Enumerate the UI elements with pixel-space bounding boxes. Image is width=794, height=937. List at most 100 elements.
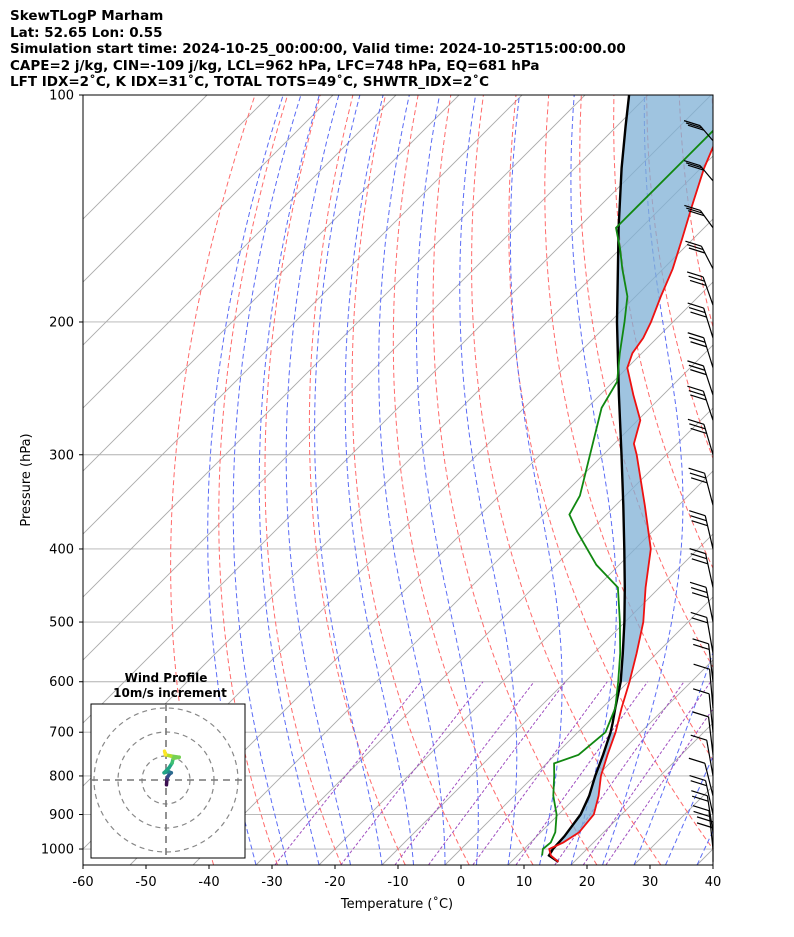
isotherm xyxy=(444,596,713,865)
x-tick-label: -60 xyxy=(72,875,93,890)
dry-adiabat xyxy=(471,95,662,865)
wind-barb-flag xyxy=(686,244,704,251)
wind-barb-flag xyxy=(685,162,703,169)
stability-indices: LFT IDX=2˚C, K IDX=31˚C, TOTAL TOTS=49˚C… xyxy=(10,74,490,91)
chart-header: SkewTLogP Marham Lat: 52.65 Lon: 0.55 Si… xyxy=(10,8,626,91)
x-tick-label: -30 xyxy=(261,875,282,890)
isotherm xyxy=(83,95,712,724)
dewpoint-line xyxy=(541,129,713,856)
wind-barb xyxy=(705,587,714,623)
cin-shading xyxy=(549,732,616,862)
dry-adiabat xyxy=(432,95,598,865)
moist-adiabat xyxy=(509,95,563,865)
wind-barb-flag xyxy=(691,520,708,527)
simulation-times: Simulation start time: 2024-10-25_00:00:… xyxy=(10,41,626,58)
dry-adiabat xyxy=(544,95,713,762)
dry-adiabat xyxy=(646,95,713,460)
wind-barb xyxy=(708,693,714,733)
wind-barb xyxy=(702,365,714,396)
wind-barb xyxy=(703,424,714,455)
wind-barb xyxy=(706,617,714,654)
wind-barb xyxy=(704,473,714,506)
isotherm xyxy=(83,95,523,535)
wind-barb xyxy=(704,553,714,588)
wind-barb-flag xyxy=(688,364,706,371)
isotherm xyxy=(318,470,713,865)
wind-barb-flag xyxy=(685,240,702,247)
moist-adiabat xyxy=(602,95,684,865)
wind-barb-flag xyxy=(688,336,706,343)
wind-barb-flag xyxy=(691,617,708,624)
wind-barb-flag xyxy=(687,164,705,171)
isotherm xyxy=(83,95,460,472)
temperature-line xyxy=(548,144,713,863)
wind-barb-flag xyxy=(690,477,708,484)
mixing-ratio-line xyxy=(582,681,712,865)
cape-area xyxy=(549,95,713,862)
dry-adiabat xyxy=(711,95,713,118)
mixing-ratio-line xyxy=(394,681,535,865)
y-tick-label: 600 xyxy=(49,675,74,690)
wind-barb-flag xyxy=(690,394,707,401)
wind-barb-flag xyxy=(684,204,701,212)
wind-barb-flag xyxy=(688,306,706,314)
wind-barb-flag xyxy=(683,159,701,167)
wind-barb-flag xyxy=(687,302,704,309)
wind-barb-flag xyxy=(686,207,703,214)
wind-barb-flag xyxy=(691,795,709,802)
y-tick-label: 200 xyxy=(49,315,74,330)
wind-barb-flag xyxy=(690,515,707,522)
wind-barb-flag xyxy=(690,780,707,787)
isotherm xyxy=(507,659,713,865)
axes: -60 -50 -40 -30 -20 -10 0 10 20 30 40 100 200 300 400 5… xyxy=(41,89,721,891)
station-location: Lat: 52.65 Lon: 0.55 xyxy=(10,24,163,41)
isotherm xyxy=(83,95,271,283)
isotherm xyxy=(83,95,649,661)
isotherm xyxy=(381,533,713,865)
wind-barb-flag xyxy=(689,423,706,430)
moist-adiabat xyxy=(258,95,320,865)
moist-adiabat xyxy=(314,95,383,865)
y-tick-label: 500 xyxy=(49,616,74,631)
x-tick-label: 0 xyxy=(457,875,465,890)
moist-adiabat xyxy=(416,95,479,865)
wind-barb-flag xyxy=(690,427,707,434)
wind-barb-flag xyxy=(691,592,709,599)
wind-barb-flag xyxy=(691,790,708,797)
background-lines xyxy=(83,95,794,865)
wind-barb xyxy=(708,810,714,850)
cape-shading xyxy=(617,95,713,682)
isotherm xyxy=(760,95,794,865)
x-tick-label: -20 xyxy=(324,875,345,890)
moist-adiabat xyxy=(665,754,713,865)
wind-barb xyxy=(704,515,714,550)
mixing-ratio-line xyxy=(554,681,685,865)
wind-barb xyxy=(700,245,714,270)
wind-barb xyxy=(707,643,714,682)
wind-barb-flag xyxy=(687,210,705,217)
wind-barb-flag xyxy=(688,389,706,397)
moist-adiabat xyxy=(633,651,713,865)
dry-adiabat xyxy=(579,95,713,669)
y-axis-label: Pressure (hPa) xyxy=(19,433,34,526)
wind-barb xyxy=(702,276,714,306)
station-title: SkewTLogP Marham xyxy=(10,8,164,24)
wind-barb xyxy=(707,716,714,755)
x-tick-label: 10 xyxy=(516,875,533,890)
wind-barb-flag xyxy=(689,510,706,517)
x-tick-label: 20 xyxy=(579,875,596,890)
hodograph-title: Wind Profile xyxy=(125,671,208,685)
wind-barb xyxy=(703,307,714,339)
isotherm xyxy=(696,848,713,865)
mixing-ratio-line xyxy=(472,681,608,865)
mixing-ratio-line xyxy=(340,681,484,865)
wind-barb xyxy=(702,390,714,421)
x-tick-label: -50 xyxy=(135,875,156,890)
wind-barb-flag xyxy=(689,775,706,782)
wind-barb-flag xyxy=(688,757,706,764)
wind-barb xyxy=(704,780,714,815)
wind-barb-flag xyxy=(692,688,710,695)
wind-barb-flag xyxy=(687,385,704,392)
mixing-ratio-line xyxy=(274,681,422,865)
